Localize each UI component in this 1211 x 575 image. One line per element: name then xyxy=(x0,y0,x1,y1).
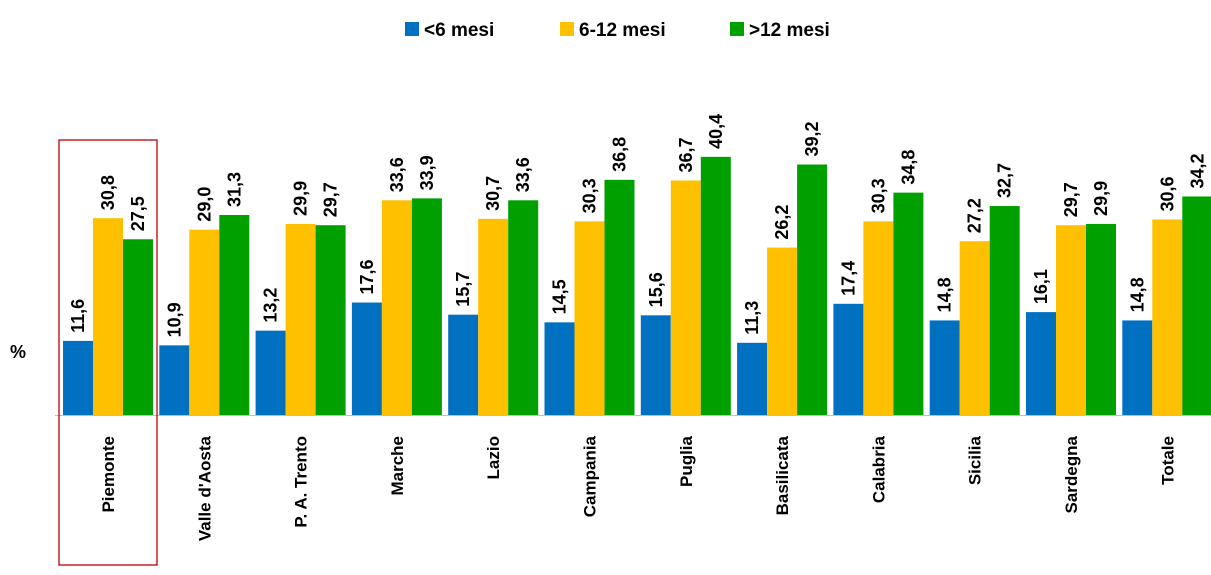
data-label: 30,6 xyxy=(1157,176,1177,211)
data-label: 29,9 xyxy=(1091,181,1111,216)
data-label: 36,7 xyxy=(676,137,696,172)
data-label: 34,2 xyxy=(1187,153,1207,188)
bar-p-a-trento-2 xyxy=(315,225,346,415)
data-label: 33,9 xyxy=(417,155,437,190)
data-label: 17,6 xyxy=(357,259,377,294)
legend-swatch-12-mesi xyxy=(730,22,744,36)
bar-valle-d-aosta-1 xyxy=(189,229,220,415)
category-label-basilicata: Basilicata xyxy=(773,435,792,515)
bar-p-a-trento-0 xyxy=(255,330,286,415)
bar-piemonte-1 xyxy=(93,218,123,415)
category-label-valle-d-aosta: Valle d'Aosta xyxy=(195,435,214,541)
legend-swatch-6-mesi xyxy=(405,22,419,36)
category-labels-group: Piemonte Valle d'Aosta P. A. Trento Marche L… xyxy=(99,435,1177,541)
bar-marche-0 xyxy=(351,302,382,415)
data-label: 29,7 xyxy=(321,182,341,217)
data-label: 26,2 xyxy=(772,205,792,240)
chart-legend: <6 mesi 6-12 mesi >12 mesi xyxy=(405,20,830,41)
bar-basilicata-1 xyxy=(767,247,798,415)
bar-lazio-1 xyxy=(478,218,509,415)
bar-sicilia-1 xyxy=(959,241,990,415)
data-label: 33,6 xyxy=(387,157,407,192)
bar-totale-0 xyxy=(1122,320,1153,415)
category-label-sicilia: Sicilia xyxy=(966,435,985,485)
data-label: 15,7 xyxy=(453,272,473,307)
bar-puglia-1 xyxy=(670,180,701,415)
bar-totale-1 xyxy=(1152,219,1183,415)
y-axis-label: % xyxy=(10,342,26,362)
data-label: 14,8 xyxy=(935,277,955,312)
data-label: 11,6 xyxy=(68,299,88,333)
data-label: 17,4 xyxy=(838,261,858,296)
bar-campania-2 xyxy=(604,179,635,415)
data-label: 29,7 xyxy=(1061,182,1081,217)
data-label: 32,7 xyxy=(995,163,1015,198)
bar-calabria-2 xyxy=(893,192,924,415)
bar-puglia-2 xyxy=(700,156,731,415)
bar-valle-d-aosta-0 xyxy=(159,345,190,415)
bar-p-a-trento-1 xyxy=(285,223,316,415)
data-label: 33,6 xyxy=(513,157,533,192)
data-label: 16,1 xyxy=(1031,269,1051,304)
bar-marche-2 xyxy=(411,198,442,415)
bar-calabria-0 xyxy=(833,303,864,415)
value-labels-group: 11,6 30,8 27,5 10,9 29,0 31,3 13,2 29,9 29,7 17,6… xyxy=(68,114,1207,338)
data-label: 14,5 xyxy=(550,279,570,314)
bar-valle-d-aosta-2 xyxy=(219,214,250,415)
data-label: 29,0 xyxy=(194,187,214,222)
legend-label-6-mesi: <6 mesi xyxy=(424,20,494,41)
highlight-box xyxy=(58,139,158,566)
bar-sardegna-0 xyxy=(1026,312,1056,415)
bar-piemonte-2 xyxy=(123,239,153,415)
legend-label-12-mesi: >12 mesi xyxy=(749,20,830,41)
bar-sicilia-2 xyxy=(989,206,1020,415)
bar-sardegna-2 xyxy=(1086,223,1116,415)
category-label-totale: Totale xyxy=(1158,436,1177,485)
category-label-sardegna: Sardegna xyxy=(1062,435,1081,513)
category-label-puglia: Puglia xyxy=(677,435,696,487)
data-label: 30,3 xyxy=(868,178,888,213)
category-label-piemonte: Piemonte xyxy=(99,436,118,513)
data-label: 27,2 xyxy=(965,198,985,233)
data-label: 27,5 xyxy=(128,196,148,231)
data-label: 11,3 xyxy=(742,301,762,335)
data-label: 40,4 xyxy=(706,114,726,149)
data-label: 10,9 xyxy=(164,302,184,337)
category-label-calabria: Calabria xyxy=(869,435,888,503)
category-label-lazio: Lazio xyxy=(484,436,503,479)
bar-calabria-1 xyxy=(863,221,894,415)
category-label-campania: Campania xyxy=(581,435,600,517)
data-label: 30,8 xyxy=(98,175,118,210)
legend-label-6-12-mesi: 6-12 mesi xyxy=(579,20,666,41)
data-label: 13,2 xyxy=(261,288,281,323)
category-label-p-a-trento: P. A. Trento xyxy=(292,436,311,528)
legend-swatch-6-12-mesi xyxy=(560,22,574,36)
category-label-marche: Marche xyxy=(388,436,407,496)
bar-lazio-0 xyxy=(448,314,479,415)
bar-marche-1 xyxy=(381,200,412,415)
data-label: 29,9 xyxy=(291,181,311,216)
data-label: 15,6 xyxy=(646,272,666,307)
data-label: 34,8 xyxy=(898,150,918,185)
data-label: 30,7 xyxy=(483,176,503,211)
bar-puglia-0 xyxy=(640,315,671,415)
bar-basilicata-0 xyxy=(737,342,768,415)
data-label: 31,3 xyxy=(224,172,244,207)
bar-sardegna-1 xyxy=(1056,225,1086,415)
bars-group xyxy=(63,156,1211,415)
data-label: 36,8 xyxy=(610,137,630,172)
bar-campania-0 xyxy=(544,322,575,415)
bar-lazio-2 xyxy=(508,200,539,415)
data-label: 39,2 xyxy=(802,121,822,156)
bar-totale-2 xyxy=(1182,196,1211,415)
data-label: 30,3 xyxy=(580,178,600,213)
bar-piemonte-0 xyxy=(63,340,93,415)
bar-sicilia-0 xyxy=(929,320,960,415)
bar-basilicata-2 xyxy=(797,164,828,415)
bar-campania-1 xyxy=(574,221,605,415)
data-label: 14,8 xyxy=(1127,277,1147,312)
